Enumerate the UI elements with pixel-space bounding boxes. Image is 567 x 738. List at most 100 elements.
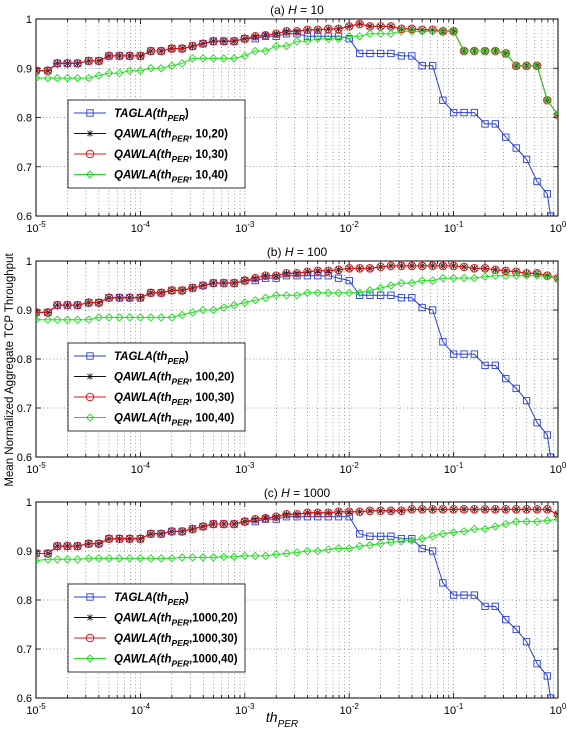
data-point (198, 522, 208, 531)
legend-label-tail: ) (185, 351, 189, 363)
legend-label-main: QAWLA(th (114, 413, 171, 425)
legend-label-main: QAWLA(th (114, 654, 171, 666)
y-tick-label: 0.8 (17, 595, 32, 607)
data-point (533, 419, 541, 427)
data-point (125, 293, 135, 303)
data-point (491, 46, 500, 56)
x-tick-label: 10-5 (26, 702, 46, 717)
data-point (209, 54, 218, 63)
data-point (470, 350, 478, 358)
data-point (198, 39, 208, 48)
data-point (376, 49, 385, 58)
data-point (366, 49, 374, 58)
data-point (470, 505, 479, 514)
data-point (438, 273, 448, 283)
data-point (438, 529, 448, 539)
legend-swatch-marker (86, 614, 94, 621)
data-point (417, 534, 427, 543)
y-tick-label: 0.7 (17, 644, 32, 656)
data-point (53, 300, 62, 310)
legend-swatch-marker (86, 352, 94, 360)
y-tick-label: 0.9 (17, 546, 32, 558)
data-point (188, 524, 197, 534)
data-point (188, 41, 197, 51)
panel-title: (b) H = 100 (267, 245, 328, 259)
data-point (546, 212, 555, 216)
data-point (459, 273, 469, 283)
legend-label-tail: , 100,20) (189, 372, 235, 384)
data-point (459, 505, 469, 514)
data-point (356, 49, 364, 58)
data-point (481, 602, 489, 611)
data-point (428, 27, 437, 36)
data-point (53, 541, 62, 551)
x-tick-base: 10 (444, 223, 456, 235)
data-point (428, 505, 437, 514)
legend-label: QAWLA(thPER, 10,20) (114, 129, 228, 144)
y-tick-label: 0.6 (17, 211, 32, 223)
data-point (387, 532, 395, 540)
data-point (43, 555, 53, 564)
x-axis-label: thPER (266, 709, 298, 730)
data-point (84, 539, 94, 548)
legend-label-main: TAGLA(th (114, 108, 167, 120)
legend-label: TAGLA(thPER) (114, 592, 189, 607)
data-point (543, 505, 552, 514)
data-point (438, 27, 448, 36)
data-point (407, 505, 417, 514)
data-point (366, 291, 374, 299)
data-point (167, 44, 177, 53)
data-point (63, 541, 72, 551)
legend-swatch-marker (86, 373, 94, 380)
data-point (386, 506, 396, 516)
data-point (428, 261, 437, 271)
data-point (532, 61, 542, 71)
data-point (334, 288, 343, 298)
panel-h-var: H (281, 486, 290, 500)
data-point (251, 295, 260, 305)
legend-swatch-marker (86, 593, 94, 601)
data-point (36, 556, 41, 566)
data-point (250, 31, 260, 41)
data-point (115, 554, 124, 563)
x-tick-exp: -1 (456, 461, 464, 470)
legend-label-main: QAWLA(th (114, 613, 171, 625)
data-point (146, 529, 156, 539)
y-tick-label: 0.9 (17, 305, 32, 317)
data-point (512, 144, 520, 152)
data-point (125, 51, 135, 61)
data-point (522, 517, 531, 526)
data-point (125, 313, 134, 322)
legend-label: QAWLA(thPER,1000,30) (114, 633, 238, 648)
data-point (115, 68, 124, 78)
data-point (43, 315, 53, 325)
data-point (480, 505, 490, 514)
data-point (73, 315, 82, 325)
data-point (460, 108, 468, 117)
data-point (84, 298, 94, 307)
x-tick-exp: -2 (352, 702, 360, 711)
data-point (282, 41, 291, 51)
legend-label-sub: PER (171, 175, 189, 185)
data-point (188, 54, 197, 63)
x-tick-base: 10 (235, 705, 247, 717)
data-point (261, 293, 270, 302)
data-point (36, 315, 41, 325)
data-point (355, 288, 364, 298)
data-point (365, 506, 375, 516)
data-point (428, 25, 437, 35)
data-point (240, 298, 250, 307)
data-point (459, 262, 469, 272)
data-point (511, 61, 521, 71)
data-point (429, 306, 437, 314)
data-point (303, 546, 312, 556)
data-point (533, 177, 541, 186)
y-tick-label: 1 (26, 14, 32, 26)
legend-label-tail: , 100,30) (189, 392, 235, 404)
panel-h-var: H (285, 245, 294, 259)
data-point (449, 528, 458, 537)
data-point (198, 553, 208, 562)
x-tick-exp: -2 (352, 461, 360, 470)
data-point (376, 539, 385, 548)
